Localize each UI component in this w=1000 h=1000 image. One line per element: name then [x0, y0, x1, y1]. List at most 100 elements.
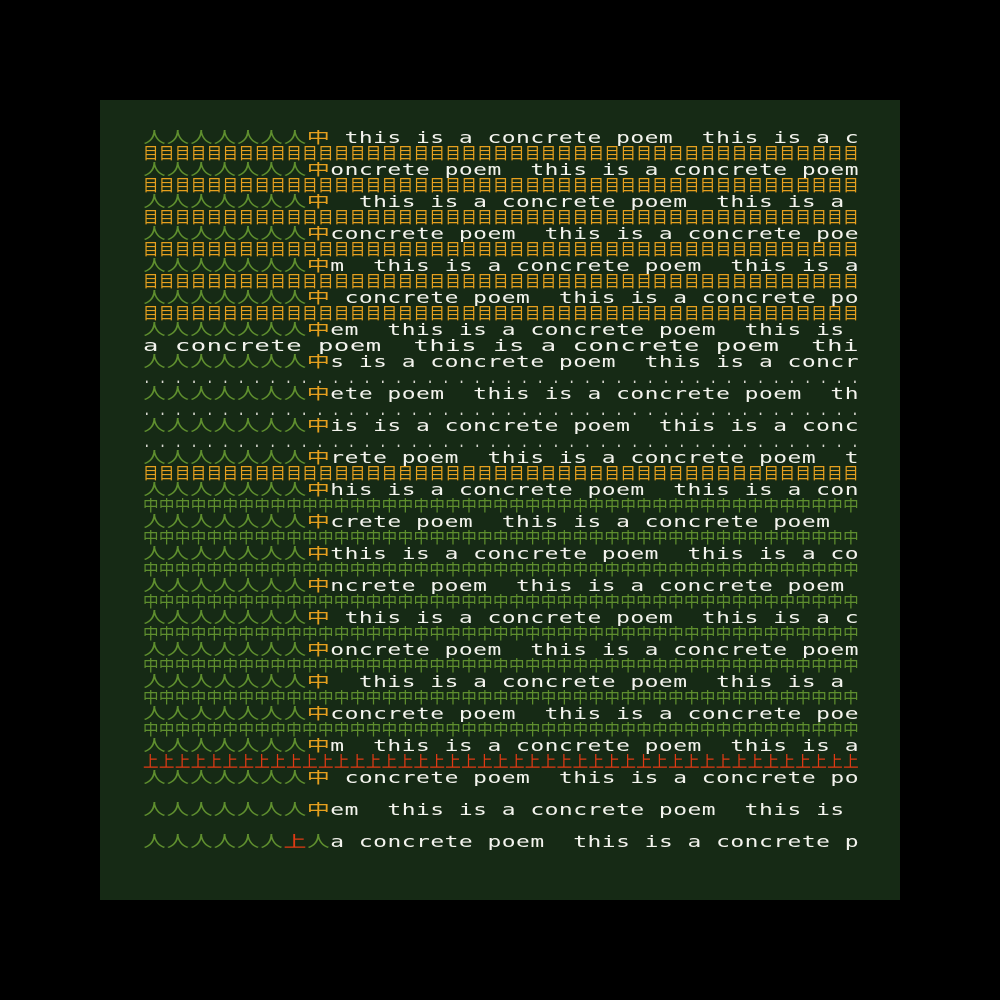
- poem-row: . . . . . . . . . . . . . . . . . . . . …: [143, 434, 859, 450]
- poem-row: 人人人人人人人中oncrete poem this is a concrete …: [143, 642, 859, 658]
- poem-row: 人人人人人人人中rete poem this is a concrete poe…: [143, 450, 859, 466]
- glyph-fill-row: . . . . . . . . . . . . . . . . . . . . …: [143, 402, 859, 418]
- center-glyph: 中: [306, 290, 331, 306]
- center-glyph: 中: [306, 258, 331, 274]
- glyph-fill-row: 上上上上上上上上上上上上上上上上上上上上上上上上上上上上上上上上上上上上上上上上…: [143, 754, 859, 770]
- person-glyphs: 人人人人人人人: [143, 802, 307, 818]
- poem-text: his is a concrete poem this is a con: [330, 482, 859, 498]
- blank-row: [143, 818, 859, 834]
- poem-row: 人人人人人人人中s is a concrete poem this is a c…: [143, 354, 859, 370]
- poem-text: crete poem this is a concrete poem: [330, 514, 859, 530]
- poem-text: ete poem this is a concrete poem th: [330, 386, 859, 402]
- poem-row: 上上上上上上上上上上上上上上上上上上上上上上上上上上上上上上上上上上上上上上上上…: [143, 754, 859, 770]
- glyph-fill-row: 目目目目目目目目目目目目目目目目目目目目目目目目目目目目目目目目目目目目目目目目…: [143, 306, 859, 322]
- center-glyph: 中: [306, 194, 331, 210]
- poem-row: 人人人人人人上人a concrete poem this is a concre…: [143, 834, 859, 850]
- person-glyphs: 人人人人人人人: [143, 450, 307, 466]
- poem-row: 目目目目目目目目目目目目目目目目目目目目目目目目目目目目目目目目目目目目目目目目…: [143, 274, 859, 290]
- poem-row: 人人人人人人人中crete poem this is a concrete po…: [143, 514, 859, 530]
- poem-row: 中中中中中中中中中中中中中中中中中中中中中中中中中中中中中中中中中中中中中中中中…: [143, 722, 859, 738]
- center-glyph: 中: [306, 354, 331, 370]
- person-glyphs: 人人人人人人人: [143, 706, 307, 722]
- poem-row: 人人人人人人人中ete poem this is a concrete poem…: [143, 386, 859, 402]
- poem-row: 人人人人人人人中 this is a concrete poem this is…: [143, 674, 859, 690]
- glyph-fill-row: 中中中中中中中中中中中中中中中中中中中中中中中中中中中中中中中中中中中中中中中中…: [143, 498, 859, 514]
- poem-row: 人人人人人人人中his is a concrete poem this is a…: [143, 482, 859, 498]
- glyph-fill-row: 目目目目目目目目目目目目目目目目目目目目目目目目目目目目目目目目目目目目目目目目…: [143, 178, 859, 194]
- glyph-fill-row: . . . . . . . . . . . . . . . . . . . . …: [143, 434, 859, 450]
- glyph-fill-row: 中中中中中中中中中中中中中中中中中中中中中中中中中中中中中中中中中中中中中中中中…: [143, 562, 859, 578]
- poem-row: 人人人人人人人中ncrete poem this is a concrete p…: [143, 578, 859, 594]
- poem-row: 目目目目目目目目目目目目目目目目目目目目目目目目目目目目目目目目目目目目目目目目…: [143, 242, 859, 258]
- person-glyphs: 人人人人人人人: [143, 322, 307, 338]
- center-glyph: 中: [306, 482, 331, 498]
- person-glyphs: 人人人人人人人: [143, 642, 307, 658]
- glyph-fill-row: 目目目目目目目目目目目目目目目目目目目目目目目目目目目目目目目目目目目目目目目目…: [143, 274, 859, 290]
- glyph-fill-row: 目目目目目目目目目目目目目目目目目目目目目目目目目目目目目目目目目目目目目目目目…: [143, 146, 859, 162]
- center-glyph: 中: [306, 162, 331, 178]
- person-glyphs: 人人人人人人人: [143, 482, 307, 498]
- glyph-fill-row: 中中中中中中中中中中中中中中中中中中中中中中中中中中中中中中中中中中中中中中中中…: [143, 626, 859, 642]
- poem-row: 人人人人人人人中oncrete poem this is a concrete …: [143, 162, 859, 178]
- person-glyphs: 人人人人人人人: [143, 130, 307, 146]
- person-glyphs: 人人人人人人人: [143, 226, 307, 242]
- poem-row: 人人人人人人人中this is a concrete poem this is …: [143, 546, 859, 562]
- poem-row: 目目目目目目目目目目目目目目目目目目目目目目目目目目目目目目目目目目目目目目目目…: [143, 178, 859, 194]
- poem-row: 人人人人人人人中em this is a concrete poem this …: [143, 322, 859, 338]
- person-glyphs: 人人人人人人人: [143, 770, 307, 786]
- poem-text: this is a concrete poem this is a c: [330, 130, 859, 146]
- glyph-fill-row: 中中中中中中中中中中中中中中中中中中中中中中中中中中中中中中中中中中中中中中中中…: [143, 722, 859, 738]
- poem-text: concrete poem this is a concrete poe: [330, 226, 859, 242]
- person-glyphs: 人: [306, 834, 331, 850]
- poem-text: a concrete poem this is a concrete p: [330, 834, 859, 850]
- poem-text: concrete poem this is a concrete po: [330, 290, 859, 306]
- glyph-fill-row: 中中中中中中中中中中中中中中中中中中中中中中中中中中中中中中中中中中中中中中中中…: [143, 530, 859, 546]
- poem-panel: 人人人人人人人中 this is a concrete poem this is…: [100, 100, 900, 900]
- center-glyph: 中: [306, 546, 331, 562]
- poem-text: this is a concrete poem this is a: [330, 194, 859, 210]
- center-glyph: 中: [306, 450, 331, 466]
- poem-text: concrete poem this is a concrete po: [330, 770, 859, 786]
- poem-row: 中中中中中中中中中中中中中中中中中中中中中中中中中中中中中中中中中中中中中中中中…: [143, 498, 859, 514]
- glyph-fill-row: 中中中中中中中中中中中中中中中中中中中中中中中中中中中中中中中中中中中中中中中中…: [143, 690, 859, 706]
- poem-row: 人人人人人人人中 this is a concrete poem this is…: [143, 130, 859, 146]
- person-glyphs: 人人人人人人人: [143, 354, 307, 370]
- person-glyphs: 人人人人人人人: [143, 514, 307, 530]
- center-glyph: 中: [306, 706, 331, 722]
- poem-row: 中中中中中中中中中中中中中中中中中中中中中中中中中中中中中中中中中中中中中中中中…: [143, 562, 859, 578]
- glyph-fill-row: 中中中中中中中中中中中中中中中中中中中中中中中中中中中中中中中中中中中中中中中中…: [143, 658, 859, 674]
- person-glyphs: 人人人人人人人: [143, 578, 307, 594]
- poem-row: 中中中中中中中中中中中中中中中中中中中中中中中中中中中中中中中中中中中中中中中中…: [143, 658, 859, 674]
- poem-row: 人人人人人人人中em this is a concrete poem this …: [143, 802, 859, 818]
- poem-row: 人人人人人人人中concrete poem this is a concrete…: [143, 226, 859, 242]
- poem-row: 中中中中中中中中中中中中中中中中中中中中中中中中中中中中中中中中中中中中中中中中…: [143, 690, 859, 706]
- center-glyph: 中: [306, 386, 331, 402]
- person-glyphs: 人人人人人人人: [143, 258, 307, 274]
- center-glyph: 中: [306, 674, 331, 690]
- up-glyph: 上: [283, 834, 307, 850]
- poem-text: m this is a concrete poem this is a: [330, 738, 859, 754]
- center-glyph: 中: [306, 642, 331, 658]
- poem-row: 目目目目目目目目目目目目目目目目目目目目目目目目目目目目目目目目目目目目目目目目…: [143, 210, 859, 226]
- poem-text: oncrete poem this is a concrete poem: [330, 642, 859, 658]
- glyph-fill-row: 目目目目目目目目目目目目目目目目目目目目目目目目目目目目目目目目目目目目目目目目…: [143, 210, 859, 226]
- center-glyph: 中: [306, 130, 331, 146]
- person-glyphs: 人人人人人人人: [143, 162, 307, 178]
- person-glyphs: 人人人人人人人: [143, 738, 307, 754]
- poem-text: oncrete poem this is a concrete poem: [330, 162, 859, 178]
- poem-row: 人人人人人人人中 this is a concrete poem this is…: [143, 194, 859, 210]
- poem-row: 目目目目目目目目目目目目目目目目目目目目目目目目目目目目目目目目目目目目目目目目…: [143, 466, 859, 482]
- poem-text: em this is a concrete poem this is: [330, 322, 859, 338]
- poem-text: this is a concrete poem this is a c: [330, 610, 859, 626]
- poem-text: em this is a concrete poem this is: [330, 802, 859, 818]
- person-glyphs: 人人人人人人人: [143, 418, 307, 434]
- poem-row: 人人人人人人人中 concrete poem this is a concret…: [143, 290, 859, 306]
- glyph-fill-row: 目目目目目目目目目目目目目目目目目目目目目目目目目目目目目目目目目目目目目目目目…: [143, 242, 859, 258]
- poem-row: 人人人人人人人中concrete poem this is a concrete…: [143, 706, 859, 722]
- glyph-fill-row: 目目目目目目目目目目目目目目目目目目目目目目目目目目目目目目目目目目目目目目目目…: [143, 466, 859, 482]
- center-glyph: 中: [306, 770, 331, 786]
- center-glyph: 中: [306, 578, 331, 594]
- poem-text: ncrete poem this is a concrete poem: [330, 578, 859, 594]
- poem-text: m this is a concrete poem this is a: [330, 258, 859, 274]
- poem-row: 中中中中中中中中中中中中中中中中中中中中中中中中中中中中中中中中中中中中中中中中…: [143, 594, 859, 610]
